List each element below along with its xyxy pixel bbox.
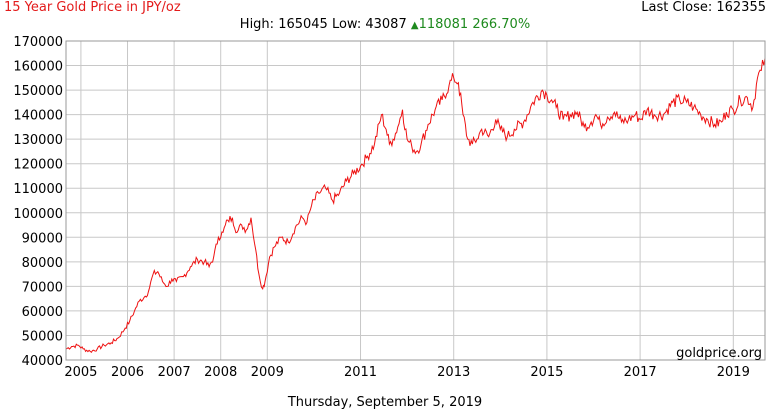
y-tick-label: 160000 <box>13 60 63 75</box>
last-close-label: Last Close: 162355 <box>641 0 766 15</box>
plot-frame <box>65 40 766 361</box>
watermark-text: goldprice.org <box>676 346 762 361</box>
y-tick-label: 90000 <box>22 231 63 246</box>
y-tick-label: 70000 <box>22 280 63 295</box>
price-line <box>65 58 766 354</box>
x-tick-label: 2013 <box>437 365 470 380</box>
up-arrow-icon: ▲ <box>410 20 419 31</box>
x-tick-label: 2011 <box>344 365 377 380</box>
gridlines <box>66 40 765 361</box>
y-tick-label: 40000 <box>22 354 63 369</box>
x-axis-ticks: 2005 2006 2007 2008 2009 2011 2013 2015 2017 2019 <box>64 365 749 380</box>
x-tick-label: 2005 <box>64 365 97 380</box>
x-tick-label: 2007 <box>158 365 191 380</box>
chart-title: 15 Year Gold Price in JPY/oz <box>4 0 181 15</box>
x-tick-label: 2015 <box>530 365 563 380</box>
y-tick-label: 120000 <box>13 158 63 173</box>
low-value: Low: 43087 <box>331 17 407 32</box>
x-tick-label: 2009 <box>251 365 284 380</box>
x-tick-label: 2006 <box>111 365 144 380</box>
y-tick-label: 110000 <box>13 182 63 197</box>
y-tick-label: 140000 <box>13 109 63 124</box>
high-value: High: 165045 <box>239 17 328 32</box>
x-tick-label: 2017 <box>624 365 657 380</box>
y-tick-label: 80000 <box>22 256 63 271</box>
x-tick-label: 2008 <box>204 365 237 380</box>
y-tick-label: 130000 <box>13 133 63 148</box>
y-tick-label: 50000 <box>22 329 63 344</box>
y-tick-label: 60000 <box>22 305 63 320</box>
change-value: 118081 266.70% <box>418 17 531 32</box>
y-tick-label: 100000 <box>13 207 63 222</box>
y-tick-label: 150000 <box>13 84 63 99</box>
footer-date: Thursday, September 5, 2019 <box>287 395 483 410</box>
y-axis-ticks: 40000 50000 60000 70000 80000 90000 100000 1100… <box>13 35 63 369</box>
x-tick-label: 2019 <box>717 365 750 380</box>
y-tick-label: 170000 <box>13 35 63 50</box>
price-stats: High: 165045 Low: 43087 ▲118081 266.70% <box>0 17 770 32</box>
